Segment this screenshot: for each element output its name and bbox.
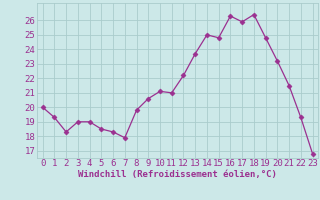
- X-axis label: Windchill (Refroidissement éolien,°C): Windchill (Refroidissement éolien,°C): [78, 170, 277, 179]
